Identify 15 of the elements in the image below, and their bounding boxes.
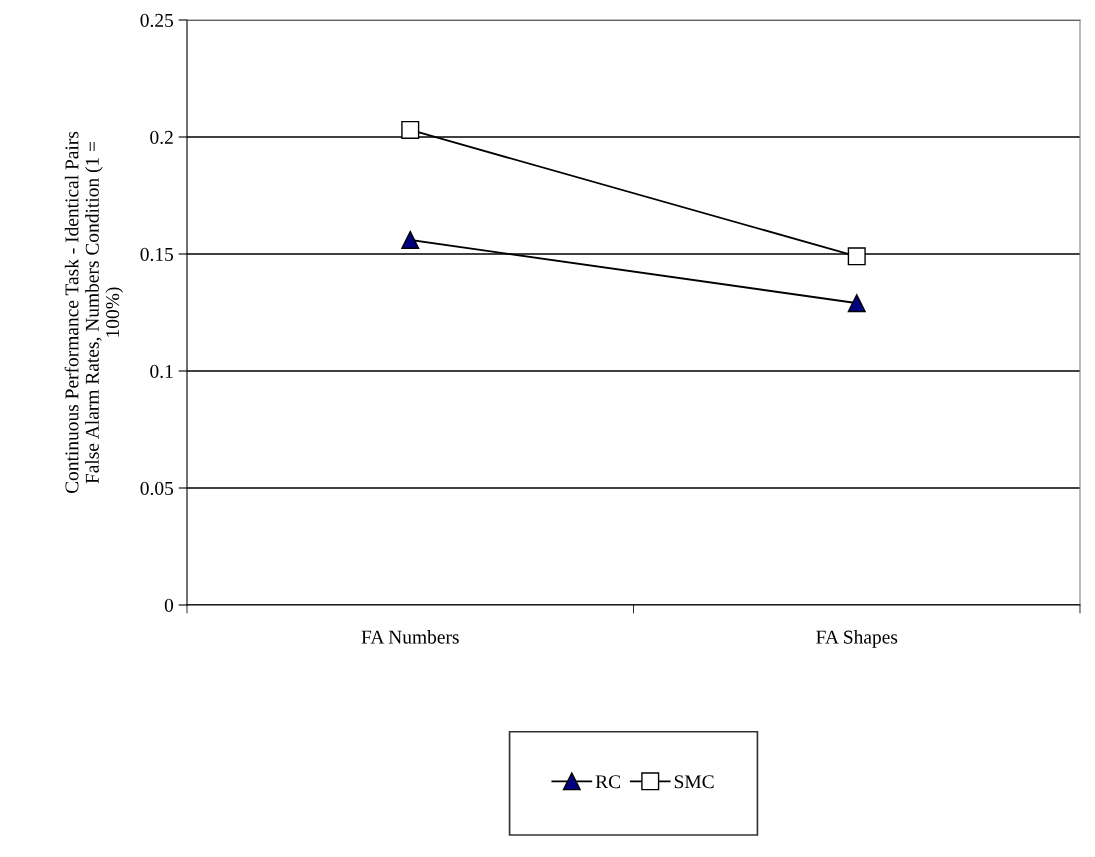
point (847, 247, 866, 266)
legend-label: RC (595, 775, 620, 789)
point (847, 294, 866, 313)
y-tick-label: 0 (164, 598, 174, 612)
legend-label: SMC (674, 775, 714, 789)
y-tick-label: 0.1 (150, 364, 173, 379)
y-tick-label: 0.25 (140, 13, 174, 28)
y-axis-title: Continuous Performance Task - Identical Pairs False Alarm Rates, Numbers Condition (1 = 100%) (64, 131, 124, 494)
y-tick-label: 0.2 (150, 130, 173, 145)
y-tick-label: 0.05 (140, 481, 174, 496)
point (401, 120, 420, 140)
x-tick-label: FA Shapes (816, 630, 898, 648)
point (401, 230, 420, 249)
x-tick-label: FA Numbers (361, 630, 459, 644)
y-tick-label: 0.15 (140, 247, 174, 262)
